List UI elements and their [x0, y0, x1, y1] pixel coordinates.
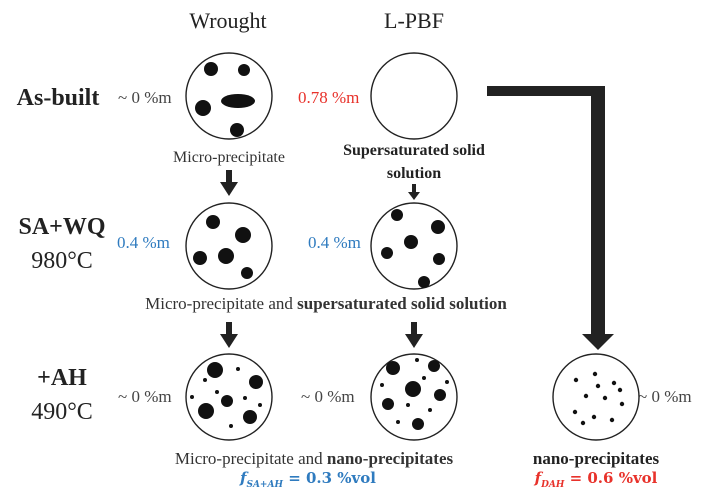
- fraction-ah-direct: ~ 0 %m: [638, 387, 692, 406]
- microstructure-as-built-wrought: [185, 52, 273, 140]
- arrow-sa-wq-wrought-to-ah: [220, 322, 238, 348]
- caption-ah-plain: Micro-precipitate and: [175, 449, 327, 468]
- microstructure-sa-wq-wrought: [185, 202, 273, 290]
- formula-direct-aging: fDAH = 0.6 %vol: [534, 469, 658, 490]
- microstructure-as-built-lpbf: [370, 52, 458, 140]
- row-temperature-ah: 490°C: [31, 399, 93, 425]
- microstructure-ah-lpbf: [370, 353, 458, 441]
- formula-direct-aging-label: f: [534, 469, 544, 487]
- fraction-sa-wq-lpbf: 0.4 %m: [308, 233, 361, 252]
- column-header-wrought: Wrought: [189, 8, 266, 33]
- caption-sa-wq-plain: Micro-precipitate and: [145, 294, 297, 313]
- caption-as-built-lpbf-line-2: solution: [387, 165, 441, 182]
- formula-direct-aging-subscript: DAH: [540, 480, 565, 490]
- arrow-sa-wq-lpbf-to-ah: [405, 322, 423, 348]
- direct-aging-elbow-arrow: [487, 86, 614, 350]
- microstructure-ah-direct: [552, 353, 640, 441]
- row-label-as-built: As-built: [17, 85, 100, 111]
- caption-ah: Micro-precipitate and nano-precipitates: [175, 449, 454, 468]
- arrow-as-built-lpbf-to-sa-wq: [408, 184, 420, 200]
- caption-sa-wq: Micro-precipitate and supersaturated sol…: [145, 294, 507, 313]
- caption-ah-bold: nano-precipitates: [327, 449, 454, 468]
- row-label-sa-wq: SA+WQ: [18, 214, 105, 240]
- column-header-lpbf: L-PBF: [384, 8, 444, 33]
- formula-direct-aging-value: = 0.6 %vol: [564, 469, 657, 487]
- fraction-as-built-lpbf: 0.78 %m: [298, 88, 359, 107]
- formula-sa-ah-value: = 0.3 %vol: [283, 469, 376, 487]
- microstructure-sa-wq-lpbf: [370, 202, 458, 290]
- formula-sa-ah-subscript: SA+AH: [246, 480, 283, 490]
- arrow-as-built-wrought-to-sa-wq: [220, 170, 238, 196]
- formula-sa-ah-label: f: [239, 469, 249, 487]
- caption-as-built-wrought: Micro-precipitate: [173, 149, 285, 166]
- fraction-as-built-wrought: ~ 0 %m: [118, 88, 172, 107]
- row-temperature-sa-wq: 980°C: [31, 248, 93, 274]
- fraction-sa-wq-wrought: 0.4 %m: [117, 233, 170, 252]
- microstructure-ah-wrought: [185, 353, 273, 441]
- caption-as-built-lpbf-line-1: Supersaturated solid: [343, 142, 485, 159]
- row-label-ah: +AH: [37, 365, 87, 391]
- caption-direct-aging: nano-precipitates: [533, 449, 660, 468]
- fraction-ah-lpbf: ~ 0 %m: [301, 387, 355, 406]
- fraction-ah-wrought: ~ 0 %m: [118, 387, 172, 406]
- caption-sa-wq-bold: supersaturated solid solution: [297, 294, 507, 313]
- formula-sa-ah: fSA+AH = 0.3 %vol: [239, 469, 376, 490]
